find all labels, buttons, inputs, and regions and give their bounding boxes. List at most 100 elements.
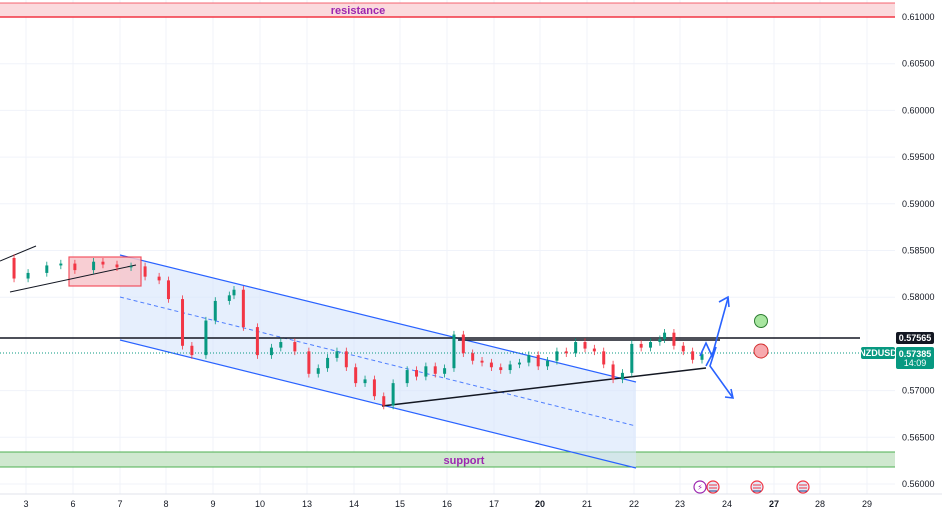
candle-body (269, 347, 273, 356)
y-tick-label: 0.61000 (902, 12, 935, 22)
economic-event-icons[interactable]: ⚡ (693, 480, 810, 494)
candle-body (564, 351, 568, 354)
x-tick-label: 27 (769, 499, 779, 509)
x-tick-label: 29 (862, 499, 872, 509)
current-price-value: 0.57385 (899, 349, 932, 359)
x-tick-label: 17 (489, 499, 499, 509)
event-flag-icon[interactable] (796, 480, 810, 494)
candle-body (620, 372, 624, 380)
candle-body (415, 370, 419, 377)
y-tick-label: 0.58000 (902, 292, 935, 302)
candle-body (279, 342, 283, 348)
x-tick-label: 16 (442, 499, 452, 509)
candle-body (527, 355, 531, 363)
candle-body (480, 360, 484, 363)
resistance-zone (0, 3, 895, 17)
resistance-level-value: 0.57565 (899, 333, 932, 343)
candle-body (181, 299, 185, 346)
y-tick-label: 0.59000 (902, 199, 935, 209)
symbol-label: NZDUSD (859, 348, 897, 358)
candle-body (592, 348, 596, 352)
candle-body (391, 383, 395, 406)
support-label: support (444, 455, 485, 467)
candle-body (700, 354, 704, 360)
candle-body (354, 367, 358, 384)
x-tick-label: 20 (535, 499, 545, 509)
candle-body (649, 342, 653, 348)
x-tick-label: 22 (629, 499, 639, 509)
x-tick-label: 24 (722, 499, 732, 509)
candle-body (45, 265, 49, 273)
price-candles (12, 254, 704, 410)
candle-body (630, 343, 634, 373)
channel-upper-line (119, 254, 637, 383)
triangle-lower-line (381, 367, 707, 407)
candle-body (658, 339, 662, 343)
channel-lower-line (119, 339, 637, 469)
symbol-tag (861, 347, 895, 359)
x-tick-label: 13 (302, 499, 312, 509)
candle-body (517, 362, 521, 365)
y-tick-label: 0.60000 (902, 105, 935, 115)
candle-body (255, 327, 259, 356)
resistance-label: resistance (331, 5, 385, 17)
candle-body (611, 364, 615, 380)
candle-body (101, 261, 105, 265)
candle-body (574, 342, 578, 354)
candle-body (663, 332, 667, 340)
event-flag-icon[interactable] (706, 480, 720, 494)
y-tick-label: 0.59500 (902, 152, 935, 162)
candle-body (326, 357, 330, 369)
y-tick-label: 0.56000 (902, 479, 935, 489)
candle-body (157, 276, 161, 281)
candle-body (691, 351, 695, 360)
x-tick-label: 6 (70, 499, 75, 509)
bullish-target-circle (754, 314, 768, 328)
candle-body (92, 261, 96, 271)
candle-body (26, 272, 30, 279)
y-tick-label: 0.57000 (902, 386, 935, 396)
candle-body (316, 368, 320, 374)
x-tick-label: 3 (23, 499, 28, 509)
x-tick-label: 28 (815, 499, 825, 509)
early-trend-line-2 (9, 264, 137, 293)
x-tick-label: 23 (675, 499, 685, 509)
candle-body (424, 366, 428, 377)
event-flag-icon[interactable] (750, 480, 764, 494)
candle-body (59, 263, 63, 266)
candle-body (344, 351, 348, 368)
price-axis[interactable]: 0.61000 0.60500 0.60000 0.59500 0.59000 0.585… (902, 12, 935, 489)
candle-body (382, 396, 386, 406)
event-flash-icon[interactable]: ⚡ (693, 480, 707, 494)
candle-body (190, 345, 194, 356)
candle-body (489, 362, 493, 368)
time-axis[interactable]: 3 6 7 8 9 10 13 14 15 16 17 20 21 22 23 24 27 28 29 (23, 499, 872, 509)
x-tick-label: 10 (255, 499, 265, 509)
candle-body (499, 367, 503, 371)
early-trend-line (0, 245, 37, 262)
support-zone (0, 452, 895, 467)
candle-body (508, 364, 512, 371)
x-tick-label: 8 (163, 499, 168, 509)
candle-body (213, 300, 217, 321)
consolidation-box (68, 256, 142, 287)
bearish-projection-arrow (705, 346, 735, 399)
candle-body (232, 289, 236, 296)
candle-body (204, 320, 208, 356)
y-tick-label: 0.58500 (902, 246, 935, 256)
candle-body (372, 379, 376, 397)
candle-body (555, 351, 559, 361)
y-tick-label: 0.56500 (902, 432, 935, 442)
candle-body (12, 257, 16, 279)
candle-body (307, 351, 311, 374)
candle-body (73, 263, 77, 271)
candle-body (536, 355, 540, 367)
candle-body (363, 379, 367, 384)
countdown-value: 14:09 (904, 358, 927, 368)
candle-body (166, 280, 170, 300)
x-tick-label: 9 (210, 499, 215, 509)
bearish-target-circle (753, 343, 769, 359)
candle-body (672, 332, 676, 346)
candle-body (433, 366, 437, 374)
